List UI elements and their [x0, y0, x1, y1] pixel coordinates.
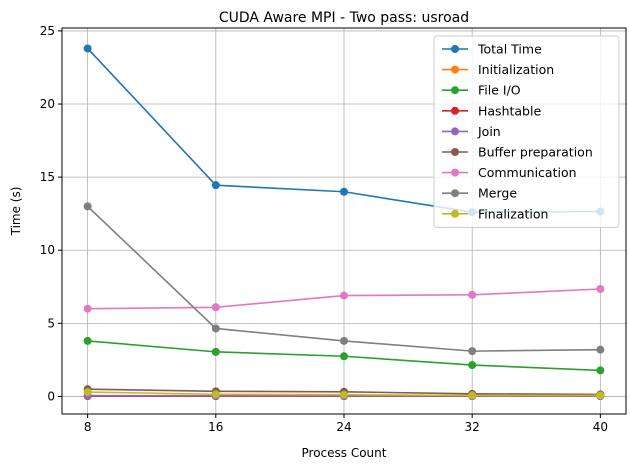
legend-label-7: Merge — [478, 186, 517, 201]
x-tick-label-3: 32 — [465, 420, 480, 434]
legend-box — [433, 35, 620, 228]
legend-marker-6 — [451, 168, 459, 177]
y-tick-label-0: 0 — [47, 389, 55, 403]
y-tick-label-4: 20 — [40, 97, 55, 111]
series-6-point-4 — [596, 284, 605, 293]
series-6-point-2 — [340, 291, 348, 300]
series-2-point-4 — [596, 366, 605, 375]
legend-marker-1 — [451, 65, 459, 74]
series-6-point-3 — [468, 290, 477, 299]
legend-marker-4 — [451, 127, 459, 136]
series-7-point-1 — [211, 324, 220, 333]
series-2-point-1 — [211, 347, 220, 356]
legend-label-3: Hashtable — [478, 103, 541, 118]
y-tick-label-5: 25 — [40, 24, 55, 38]
series-0-point-0 — [83, 44, 92, 53]
series-0-point-2 — [340, 187, 348, 196]
series-7-point-3 — [468, 347, 477, 356]
legend-label-5: Buffer preparation — [478, 145, 593, 160]
legend-marker-5 — [451, 148, 459, 156]
series-2-point-3 — [468, 361, 477, 370]
series-2-point-0 — [83, 336, 92, 345]
legend-label-2: File I/O — [478, 83, 521, 98]
y-tick-label-3: 15 — [40, 170, 55, 184]
legend-marker-0 — [451, 45, 459, 53]
legend-label-4: Join — [477, 124, 501, 139]
legend-marker-3 — [451, 106, 459, 115]
legend-label-1: Initialization — [478, 62, 554, 77]
x-axis-label: Process Count — [302, 446, 387, 460]
legend: Total Time Initialization File I/O Hashtabl… — [433, 35, 620, 228]
series-6-point-1 — [211, 303, 220, 312]
legend-marker-8 — [451, 209, 459, 218]
legend-marker-7 — [451, 189, 459, 198]
x-tick-label-4: 40 — [593, 420, 608, 434]
chart-title: CUDA Aware MPI - Two pass: usroad — [219, 10, 469, 26]
series-6-point-0 — [83, 304, 92, 313]
y-tick-label-1: 5 — [47, 316, 55, 330]
legend-label-8: Finalization — [478, 206, 548, 221]
series-7-point-2 — [340, 336, 348, 345]
series-8-point-2 — [340, 390, 348, 399]
legend-label-0: Total Time — [477, 42, 542, 57]
x-tick-label-1: 16 — [208, 420, 223, 434]
series-8-point-4 — [596, 391, 605, 400]
series-8-point-3 — [468, 391, 477, 400]
y-tick-label-2: 10 — [40, 243, 55, 257]
series-8-point-0 — [83, 388, 92, 397]
legend-marker-2 — [451, 86, 459, 95]
x-tick-label-2: 24 — [336, 420, 351, 434]
series-2-point-2 — [340, 352, 348, 361]
y-axis-label: Time (s) — [9, 187, 23, 237]
legend-label-6: Communication — [478, 165, 577, 180]
series-7-point-0 — [83, 202, 92, 211]
x-tick-label-0: 8 — [84, 420, 92, 434]
series-8-point-1 — [211, 390, 220, 399]
series-0-point-1 — [211, 181, 220, 190]
series-7-point-4 — [596, 345, 605, 354]
axis-ticks: 8 16 24 32 40 0 5 10 15 20 25 — [40, 24, 608, 434]
